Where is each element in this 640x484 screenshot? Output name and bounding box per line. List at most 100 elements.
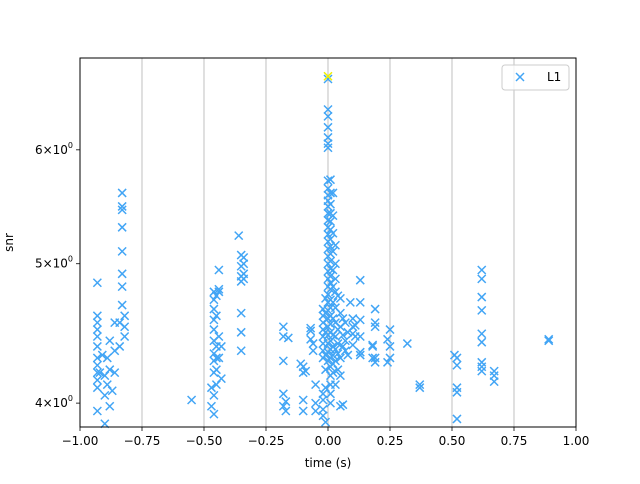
- marker-stroke: [92, 383, 102, 393]
- marker-stroke: [117, 201, 127, 211]
- data-point: [328, 265, 338, 275]
- data-point: [301, 366, 311, 376]
- data-point: [477, 305, 487, 315]
- marker-stroke: [214, 284, 224, 294]
- data-point: [370, 322, 380, 332]
- marker-stroke: [328, 188, 338, 198]
- marker-stroke: [325, 256, 336, 266]
- marker-stroke: [216, 374, 226, 384]
- data-point: [415, 383, 425, 393]
- data-point: [92, 375, 102, 385]
- marker-stroke: [415, 383, 425, 393]
- marker-stroke: [330, 356, 340, 366]
- marker-stroke: [209, 409, 219, 419]
- data-point: [333, 349, 343, 359]
- data-point: [323, 122, 333, 132]
- marker-stroke: [278, 401, 288, 411]
- x-tick-label: 1.00: [563, 434, 590, 448]
- data-point: [120, 322, 130, 332]
- marker-stroke: [340, 336, 350, 346]
- data-point: [328, 314, 338, 324]
- data-point: [330, 380, 340, 390]
- marker-stroke: [325, 389, 336, 399]
- x-tick-label: 0.00: [315, 434, 342, 448]
- data-point: [338, 400, 348, 410]
- data-point: [333, 339, 343, 349]
- marker-stroke: [211, 311, 221, 321]
- x-tick-label: −1.00: [62, 434, 99, 448]
- marker-stroke: [234, 231, 244, 241]
- marker-stroke: [211, 380, 221, 390]
- data-point: [318, 411, 328, 421]
- x-tick-label: 0.75: [501, 434, 528, 448]
- marker-stroke: [325, 199, 336, 209]
- data-point: [348, 340, 358, 350]
- data-point: [216, 341, 226, 351]
- data-point: [117, 282, 127, 292]
- data-point: [368, 340, 378, 350]
- marker-stroke: [281, 406, 291, 416]
- marker-stroke: [120, 331, 130, 342]
- marker-stroke: [92, 360, 102, 370]
- data-point: [355, 315, 365, 325]
- data-point: [452, 414, 462, 424]
- data-point: [452, 360, 462, 370]
- data-point: [370, 357, 380, 367]
- marker-stroke: [348, 314, 358, 324]
- data-point: [328, 211, 338, 221]
- data-point: [340, 336, 350, 346]
- data-point: [92, 278, 102, 288]
- data-point: [102, 353, 112, 363]
- data-point: [328, 368, 338, 378]
- marker-stroke: [330, 287, 340, 297]
- data-point: [330, 356, 340, 366]
- data-point: [117, 246, 127, 256]
- marker-stroke: [323, 71, 333, 81]
- data-point: [117, 222, 127, 232]
- marker-stroke: [340, 318, 350, 328]
- data-point: [323, 139, 333, 149]
- marker-stroke: [209, 315, 219, 325]
- data-point: [328, 188, 338, 198]
- marker-stroke: [335, 353, 345, 363]
- data-point: [239, 274, 249, 284]
- data-point: [355, 297, 365, 307]
- data-point: [92, 353, 102, 363]
- marker-stroke: [477, 329, 487, 339]
- x-tick-label: −0.75: [124, 434, 161, 448]
- marker-stroke: [110, 368, 120, 378]
- data-point: [92, 368, 102, 378]
- marker-stroke: [328, 314, 338, 324]
- data-point: [306, 334, 316, 344]
- marker-stroke: [325, 225, 336, 235]
- marker-stroke: [100, 390, 110, 400]
- data-point: [402, 339, 412, 349]
- marker-stroke: [214, 265, 224, 275]
- marker-stroke: [283, 333, 293, 343]
- data-point: [348, 322, 358, 332]
- marker-stroke: [328, 350, 338, 360]
- data-point: [92, 406, 102, 416]
- y-axis-label: snr: [2, 233, 16, 252]
- marker-stroke: [187, 395, 197, 405]
- marker-stroke: [348, 322, 358, 332]
- marker-stroke: [323, 104, 333, 115]
- marker-stroke: [320, 417, 331, 427]
- marker-stroke: [325, 271, 336, 281]
- data-point: [278, 356, 288, 366]
- marker-stroke: [117, 282, 127, 292]
- marker-stroke: [206, 383, 216, 393]
- data-point: [92, 341, 102, 351]
- data-point: [105, 401, 115, 411]
- marker-stroke: [236, 327, 246, 337]
- marker-stroke: [102, 353, 112, 363]
- data-point: [209, 315, 219, 325]
- data-point: [328, 350, 338, 360]
- data-point: [278, 389, 288, 399]
- marker-stroke: [105, 365, 115, 375]
- marker-stroke: [338, 330, 348, 340]
- data-point: [385, 341, 395, 351]
- data-point: [117, 188, 127, 198]
- y-tick-label: 6×100: [35, 141, 73, 157]
- marker-stroke: [92, 278, 102, 288]
